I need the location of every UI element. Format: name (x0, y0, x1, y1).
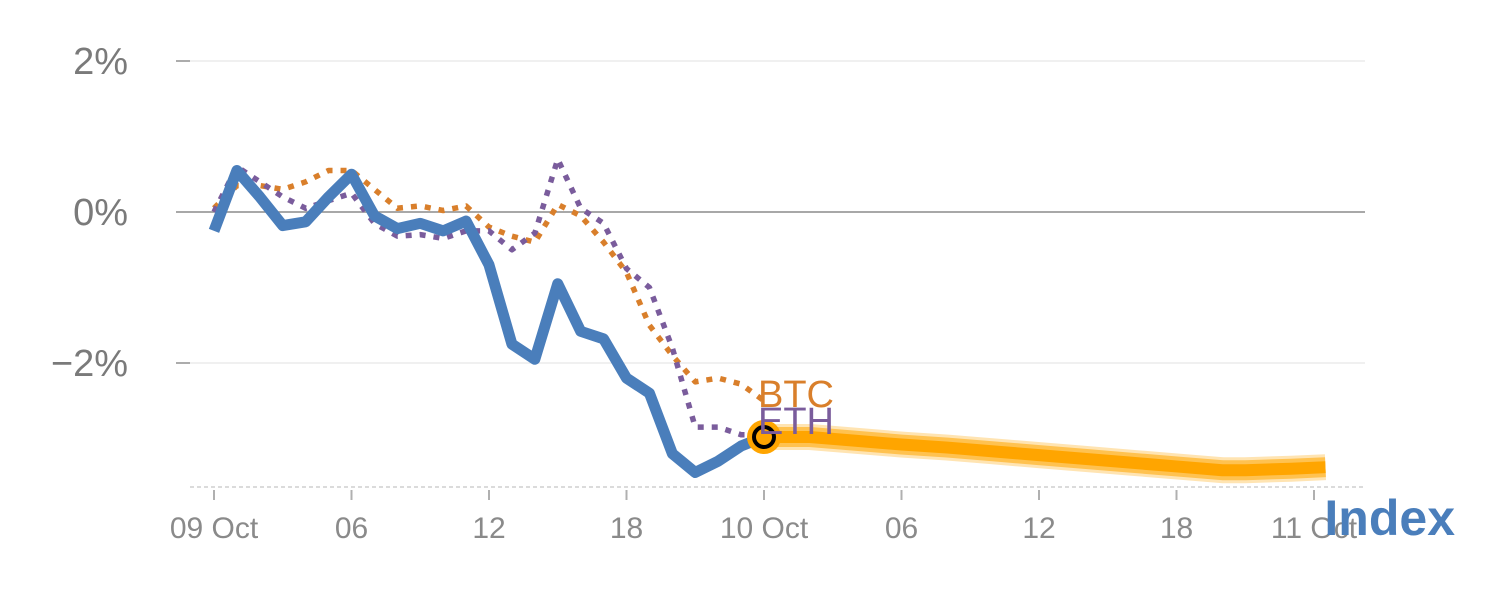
series-label-btc: BTC (758, 374, 834, 416)
x-axis-ticks: 09 Oct 06 12 18 10 Oct 06 12 18 11 Oct (170, 490, 1358, 545)
grid-lines (176, 60, 1365, 364)
series-label-index: Index (1324, 490, 1455, 546)
series-line-btc (212, 167, 766, 403)
x-tick-label-2: 12 (472, 512, 505, 545)
y-axis-ticks: 2% 0% −2% (51, 41, 128, 385)
current-marker (747, 419, 781, 454)
forecast-line (764, 430, 1326, 477)
x-tick-label-6: 12 (1022, 512, 1055, 545)
x-tick-label-7: 18 (1160, 512, 1193, 545)
x-tick-label-4: 10 Oct (720, 512, 809, 545)
x-tick-label-1: 06 (335, 512, 368, 545)
x-tick-label-5: 06 (885, 512, 918, 545)
series-lines (208, 156, 767, 478)
y-tick-label-0: 2% (73, 41, 128, 83)
marker-ring (752, 424, 776, 449)
marker-outer (747, 419, 781, 454)
x-tick-label-8: 11 Oct (1271, 512, 1358, 545)
y-tick-label-1: 0% (73, 192, 128, 234)
x-tick-label-0: 09 Oct (170, 512, 259, 545)
series-line-index (208, 164, 767, 478)
series-label-eth: ETH (758, 401, 834, 443)
forecast-band (764, 423, 1327, 484)
y-tick-label-2: −2% (51, 343, 128, 385)
series-line-eth (211, 156, 764, 438)
x-tick-label-3: 18 (610, 512, 643, 545)
